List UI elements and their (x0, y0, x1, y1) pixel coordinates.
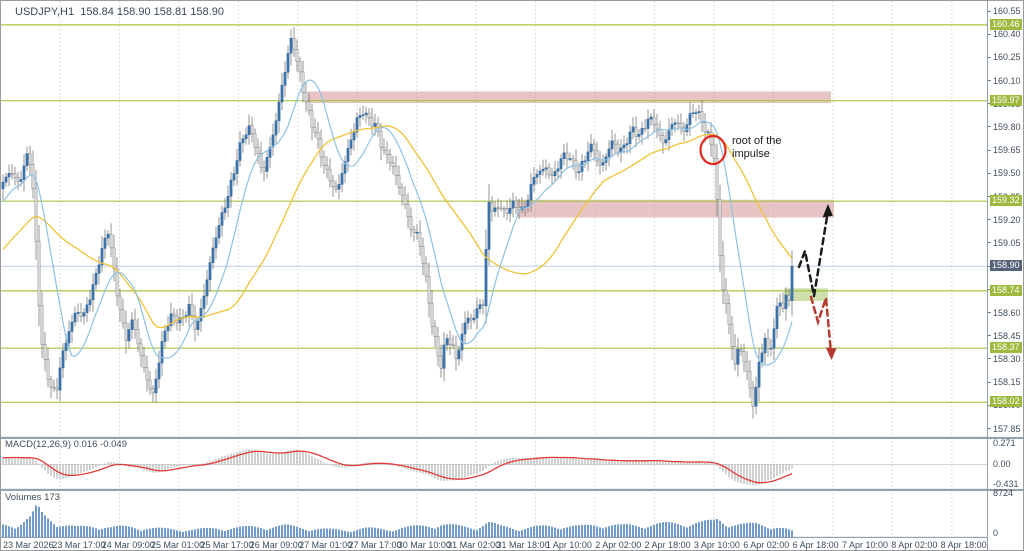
price-tick-label: 158.15 (993, 377, 1021, 388)
price-tick-mark (988, 404, 991, 406)
resistance-zone-upper[interactable] (308, 91, 831, 103)
trend-arrow-down[interactable] (809, 295, 837, 360)
price-tick-mark (988, 381, 991, 383)
macd-indicator-label: MACD(12,26,9) 0.016 -0.049 (5, 439, 127, 450)
grid-lines (59, 1, 953, 537)
price-level-label: 159.97 (990, 94, 1022, 106)
price-tick-label: 159.80 (993, 121, 1021, 132)
ma-fast-line (2, 79, 793, 366)
time-tick-label: 7 Apr 10:00 (841, 540, 888, 550)
volumes-indicator-label: Volumes 173 (5, 492, 60, 503)
price-tick-mark (988, 288, 991, 290)
volume-bars (2, 505, 793, 537)
price-tick-mark (988, 56, 991, 58)
price-tick-mark (988, 242, 991, 244)
price-tick-mark (988, 335, 991, 337)
macd-histogram (2, 449, 793, 486)
price-level-label: 158.37 (990, 342, 1022, 354)
time-tick-label: 8 Apr 18:00 (940, 540, 987, 550)
time-tick-label: 25 Mar 01:00 (151, 540, 205, 550)
price-level-label: 158.02 (990, 396, 1022, 408)
annotation-root-of-impulse-text: root of the impulse (732, 135, 782, 160)
price-tick-label: 157.85 (993, 423, 1021, 434)
time-tick-label: 27 Mar 01:00 (299, 540, 353, 550)
price-tick-label: 158.45 (993, 330, 1021, 341)
candles-group (1, 26, 794, 419)
price-level-label: 160.46 (990, 18, 1022, 30)
time-tick-label: 31 Mar 02:00 (447, 540, 501, 550)
price-tick-label: 0.00 (993, 459, 1011, 469)
trend-arrow-up[interactable] (797, 204, 833, 297)
price-tick-label: 159.20 (993, 214, 1021, 225)
panel-separator (988, 488, 1023, 491)
time-tick-label: 23 Mar 2026 (3, 540, 54, 550)
price-tick-label: 160.25 (993, 52, 1021, 63)
ma-slow-line (2, 125, 793, 329)
price-tick-label: 159.65 (993, 145, 1021, 156)
chart-ohlc-title: USDJPY,H1 158.84 158.90 158.81 158.90 (15, 6, 224, 18)
time-tick-label: 31 Mar 18:00 (496, 540, 550, 550)
support-zone-green[interactable] (784, 288, 828, 301)
price-tick-mark (988, 126, 991, 128)
price-tick-label: 158.30 (993, 353, 1021, 364)
time-tick-label: 23 Mar 17:00 (52, 540, 106, 550)
price-tick-mark (988, 358, 991, 360)
impulse-root-circle[interactable] (699, 134, 727, 166)
price-level-label: 158.74 (990, 284, 1022, 296)
price-tick-mark (988, 428, 991, 430)
time-tick-label: 30 Mar 10:00 (397, 540, 451, 550)
panel-separator (988, 436, 1023, 439)
time-tick-label: 2 Apr 18:00 (644, 540, 691, 550)
chart-canvas[interactable] (1, 1, 987, 538)
price-tick-mark (988, 172, 991, 174)
price-tick-label: -0.431 (993, 479, 1019, 489)
price-tick-mark (988, 149, 991, 151)
level-lines[interactable] (1, 24, 987, 403)
price-tick-label: 0.271 (993, 438, 1016, 448)
price-tick-mark (988, 80, 991, 82)
price-tick-label: 159.50 (993, 168, 1021, 179)
time-tick-label: 1 Apr 10:00 (545, 540, 592, 550)
price-tick-label: 158.60 (993, 307, 1021, 318)
price-tick-mark (988, 103, 991, 105)
panel-separators (1, 436, 987, 538)
time-tick-label: 6 Apr 18:00 (792, 540, 839, 550)
price-tick-mark (988, 265, 991, 267)
price-tick-mark (988, 312, 991, 314)
price-tick-mark (988, 219, 991, 221)
time-tick-label: 25 Mar 17:00 (200, 540, 254, 550)
price-axis[interactable]: 160.55160.40160.25160.10159.95159.80159.… (987, 1, 1023, 550)
price-tick-label: 0 (993, 528, 999, 538)
time-tick-label: 26 Mar 09:00 (249, 540, 303, 550)
time-tick-label: 2 Apr 02:00 (595, 540, 642, 550)
price-tick-label: 160.55 (993, 6, 1021, 16)
macd-signal-line (2, 450, 793, 484)
price-tick-mark (988, 33, 991, 35)
time-tick-label: 8 Apr 02:00 (891, 540, 938, 550)
price-tick-label: 160.10 (993, 75, 1021, 86)
price-tick-label: 8724 (993, 488, 1014, 498)
price-tick-mark (988, 196, 991, 198)
price-level-label: 159.32 (990, 195, 1022, 207)
price-tick-label: 160.40 (993, 29, 1021, 40)
time-tick-label: 3 Apr 10:00 (693, 540, 740, 550)
current-price-label: 158.90 (990, 260, 1022, 272)
price-zones[interactable] (308, 91, 834, 301)
time-tick-label: 6 Apr 02:00 (743, 540, 790, 550)
time-tick-label: 27 Mar 17:00 (348, 540, 402, 550)
time-axis[interactable]: 23 Mar 2026 23 Mar 17:00 24 Mar 09:00 25 Ma… (1, 538, 987, 550)
price-tick-label: 159.05 (993, 237, 1021, 248)
price-tick-mark (988, 10, 991, 12)
time-tick-label: 24 Mar 09:00 (101, 540, 155, 550)
resistance-zone-lower[interactable] (517, 199, 834, 218)
